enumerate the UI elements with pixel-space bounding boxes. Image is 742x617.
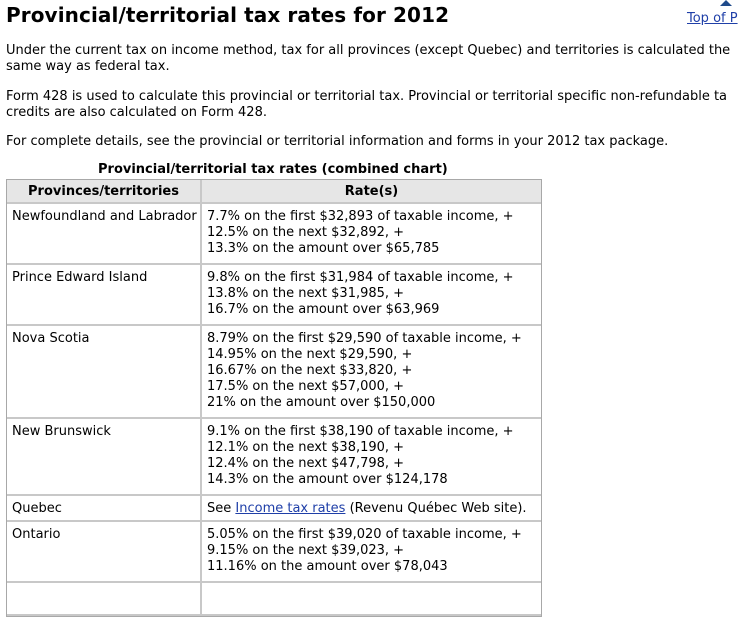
rates-prefix: See [207, 501, 236, 516]
table-row: Quebec See Income tax rates (Revenu Québ… [7, 496, 541, 522]
province-name: Ontario [7, 522, 202, 583]
table-row: Newfoundland and Labrador 7.7% on the fi… [7, 204, 541, 265]
province-rates: See Income tax rates (Revenu Québec Web … [202, 496, 541, 522]
intro-paragraph-3: For complete details, see the provincial… [6, 134, 669, 149]
top-of-page-link-group[interactable]: Top of P [687, 0, 742, 28]
table-row: Ontario 5.05% on the first $39,020 of ta… [7, 522, 541, 583]
province-rates: 8.79% on the first $29,590 of taxable in… [202, 326, 541, 419]
column-header-provinces: Provinces/territories [7, 180, 202, 204]
province-name: Quebec [7, 496, 202, 522]
table-caption: Provincial/territorial tax rates (combin… [98, 162, 448, 177]
rates-suffix: (Revenu Québec Web site). [345, 501, 527, 516]
province-rates: 9.8% on the first $31,984 of taxable inc… [202, 265, 541, 326]
province-rates: 5.05% on the first $39,020 of taxable in… [202, 522, 541, 583]
intro-paragraph-2: Form 428 is used to calculate this provi… [6, 89, 728, 120]
province-name: New Brunswick [7, 419, 202, 496]
intro-paragraph-1: Under the current tax on income method, … [6, 43, 731, 74]
table-row: New Brunswick 9.1% on the first $38,190 … [7, 419, 541, 496]
table-row: Nova Scotia 8.79% on the first $29,590 o… [7, 326, 541, 419]
income-tax-rates-link[interactable]: Income tax rates [235, 501, 346, 516]
table-header-row: Provinces/territories Rate(s) [7, 180, 541, 204]
province-name: Prince Edward Island [7, 265, 202, 326]
up-arrow-icon [720, 0, 732, 6]
column-header-rates: Rate(s) [202, 180, 541, 204]
table-row: Prince Edward Island 9.8% on the first $… [7, 265, 541, 326]
province-name [7, 583, 202, 616]
tax-rates-table: Provinces/territories Rate(s) Newfoundla… [6, 179, 542, 617]
province-name: Newfoundland and Labrador [7, 204, 202, 265]
province-rates [202, 583, 541, 616]
province-rates: 7.7% on the first $32,893 of taxable inc… [202, 204, 541, 265]
page-title: Provincial/territorial tax rates for 201… [6, 3, 450, 27]
province-name: Nova Scotia [7, 326, 202, 419]
top-of-page-link[interactable]: Top of P [687, 11, 738, 26]
table-row [7, 583, 541, 616]
province-rates: 9.1% on the first $38,190 of taxable inc… [202, 419, 541, 496]
